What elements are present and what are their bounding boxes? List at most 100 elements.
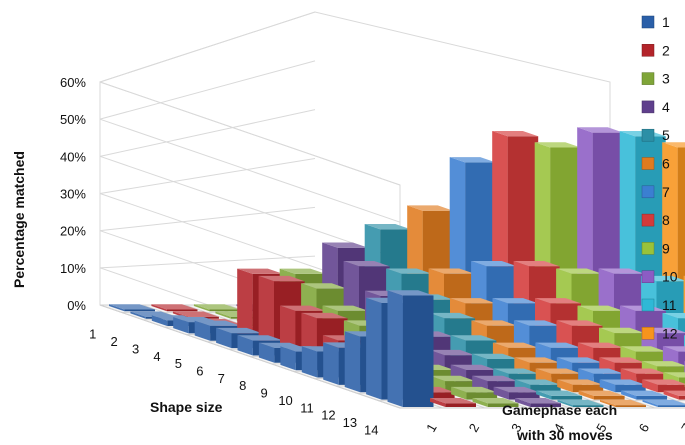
bar-size-14-phase-4 <box>515 398 561 407</box>
legend-swatch <box>641 15 655 29</box>
bar-face-top <box>600 399 646 406</box>
bar-face-top <box>301 312 348 319</box>
bar-face-top <box>662 346 685 352</box>
bar-size-13-phase-5 <box>536 390 583 400</box>
bar-face-top <box>492 342 539 348</box>
x-axis-title: Shape size <box>150 399 223 415</box>
bar-face-top <box>663 372 685 378</box>
bar-marks <box>109 127 685 407</box>
bar-face-top <box>343 261 390 267</box>
bar-face-top <box>557 399 604 406</box>
bar-face-top <box>258 275 305 282</box>
bar-face-side <box>301 346 318 378</box>
bar-size-12-phase-5 <box>514 379 561 393</box>
bar-face-top <box>428 268 475 274</box>
bar-face-front <box>445 403 476 407</box>
bar-face-top <box>577 305 624 311</box>
bar-face-top <box>301 283 348 289</box>
legend-label: 9 <box>662 240 670 256</box>
bar-face-side <box>621 390 637 400</box>
legend-swatch <box>641 128 655 142</box>
bar-face-front <box>572 405 604 407</box>
bar-face-front <box>402 295 434 407</box>
bar-face-top <box>513 261 560 267</box>
bar-face-side <box>151 315 168 326</box>
bar-face-front <box>509 392 540 400</box>
bar-face-top <box>557 379 604 385</box>
bar-face-side <box>216 327 232 349</box>
bar-size-1-phase-3 <box>193 304 240 312</box>
bar-face-top <box>642 379 685 385</box>
bar-face-top <box>216 327 263 334</box>
bar-face-top <box>535 298 581 304</box>
bar-face-side <box>472 398 488 407</box>
bar-face-top <box>513 320 560 326</box>
bar-face-front <box>636 395 668 400</box>
bar-face-top <box>663 390 685 396</box>
bar-face-top <box>450 364 497 370</box>
bar-face-side <box>430 398 446 407</box>
floor-grid-z-0 <box>99 304 401 409</box>
bar-size-13-phase-3 <box>451 386 498 400</box>
bar-size-1-phase-1 <box>109 304 155 312</box>
bar-face-front <box>572 384 604 393</box>
bar-face-top <box>279 268 326 274</box>
bar-face-top <box>578 368 625 374</box>
bar-face-front <box>594 395 625 400</box>
bar-face-side <box>557 379 573 393</box>
bar-size-13-phase-4 <box>493 386 540 400</box>
x-tick-label: 1 <box>89 327 96 342</box>
legend-label: 4 <box>662 99 670 115</box>
z-axis-title-line2: with 30 moves <box>516 427 613 443</box>
bar-face-side <box>258 275 274 349</box>
bar-face-front <box>657 405 685 407</box>
bar-face-side <box>237 335 253 356</box>
bar-face-top <box>577 342 624 348</box>
bar-face-side <box>451 386 467 400</box>
bar-face-top <box>386 268 433 274</box>
bar-face-top <box>621 390 668 396</box>
bar-face-top <box>556 268 603 274</box>
gridline-back-2 <box>99 206 316 232</box>
bar-face-top <box>493 368 540 374</box>
bar-face-side <box>599 379 616 393</box>
bar-face-top <box>472 398 519 404</box>
bar-face-top <box>451 386 498 393</box>
bar-face-top <box>577 127 624 133</box>
bar-face-top <box>471 261 518 267</box>
z-tick-label: 2 <box>466 421 483 435</box>
bar-face-top <box>471 320 518 326</box>
x-tick-label: 2 <box>111 334 118 349</box>
bar-face-top <box>535 368 582 374</box>
bar-face-top <box>493 386 540 393</box>
bar-face-front <box>530 403 561 407</box>
bar-face-top <box>662 142 685 148</box>
bar-face-top <box>151 304 198 310</box>
bar-face-top <box>556 357 603 363</box>
x-tick-label: 7 <box>218 371 225 386</box>
bar-face-top <box>599 327 645 334</box>
bar-face-top <box>428 312 475 319</box>
bar-face-top <box>429 375 476 382</box>
bar-face-top <box>471 353 518 359</box>
gridline-back-4 <box>99 109 316 157</box>
bar-face-top <box>536 390 583 396</box>
bar-face-side <box>536 390 552 400</box>
bar-face-side <box>323 342 339 385</box>
bar-face-side <box>109 304 125 312</box>
legend-swatch <box>641 242 655 255</box>
gridline-back-5 <box>99 60 316 120</box>
legend-swatch <box>641 44 655 57</box>
x-tick-label: 5 <box>175 356 182 371</box>
bar-face-side <box>515 398 531 407</box>
legend-swatch <box>641 213 655 227</box>
x-tick-label: 12 <box>321 408 335 423</box>
bar-face-top <box>449 157 496 163</box>
bar-face-side <box>344 331 361 393</box>
y-tick-label: 20% <box>60 224 86 239</box>
bar-size-14-phase-2 <box>430 398 476 407</box>
bar-face-top <box>407 205 454 211</box>
bar-face-top <box>193 304 240 310</box>
